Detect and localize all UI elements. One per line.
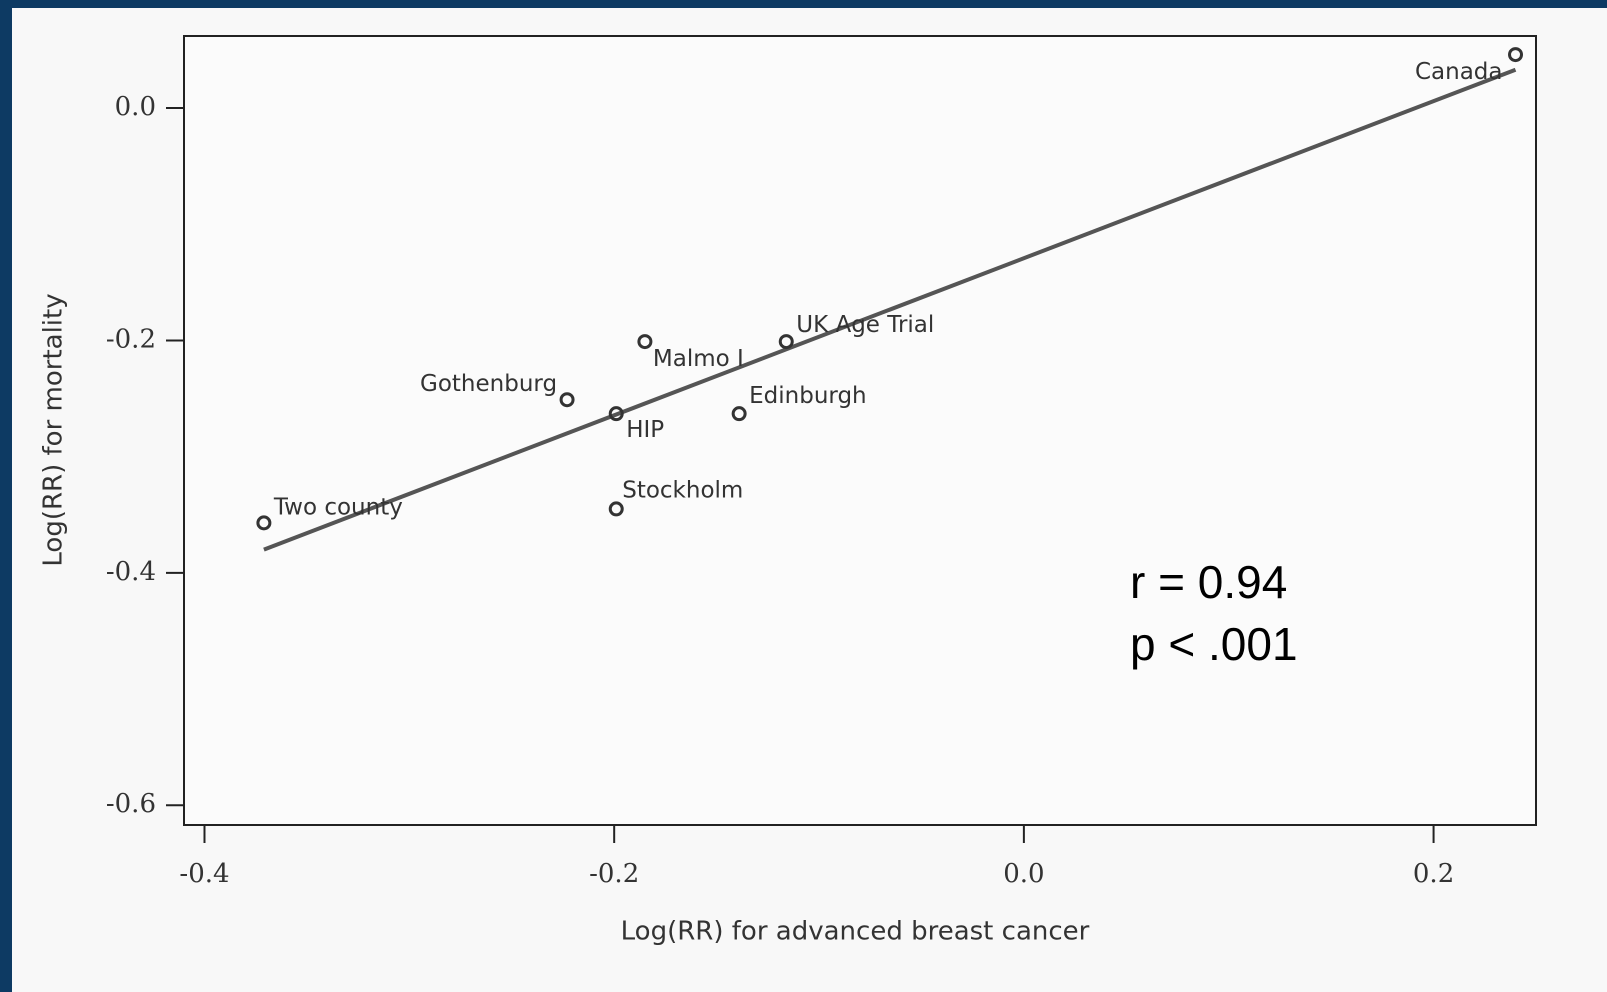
point-label: UK Age Trial <box>796 312 934 338</box>
y-tick-label: -0.2 <box>106 324 156 354</box>
data-point <box>559 392 575 408</box>
point-label: Two county <box>273 494 403 520</box>
data-point <box>608 406 624 422</box>
point-label: Edinburgh <box>749 383 867 409</box>
x-tick-label: 0.0 <box>1003 859 1044 889</box>
x-tick-label: 0.2 <box>1413 859 1454 889</box>
point-label: Malmo I <box>653 346 744 372</box>
x-tick-label: -0.2 <box>589 859 639 889</box>
data-point <box>608 501 624 517</box>
x-axis-label: Log(RR) for advanced breast cancer <box>621 917 1090 947</box>
point-label: HIP <box>626 417 664 443</box>
regression-line <box>263 67 1517 552</box>
plot-area <box>183 35 1537 826</box>
annotation: p < .001 <box>1130 618 1298 670</box>
annotation: r = 0.94 <box>1130 556 1287 608</box>
y-tick-label: -0.6 <box>106 789 156 819</box>
y-tick-label: -0.4 <box>106 557 156 587</box>
data-point <box>256 515 272 531</box>
point-label: Canada <box>1415 59 1503 85</box>
data-point <box>637 334 653 350</box>
point-label: Gothenburg <box>420 371 557 397</box>
data-point <box>778 334 794 350</box>
point-label: Stockholm <box>622 477 743 503</box>
y-tick-label: 0.0 <box>115 92 156 122</box>
y-axis-label: Log(RR) for mortality <box>39 293 69 566</box>
data-point <box>731 406 747 422</box>
x-tick-label: -0.4 <box>179 859 229 889</box>
data-point <box>1508 47 1524 63</box>
